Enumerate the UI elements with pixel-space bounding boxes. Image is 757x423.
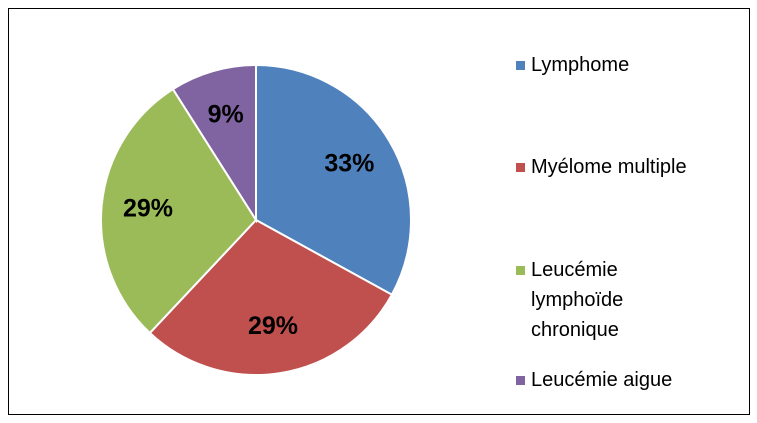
legend-entry: Leucémie aigue <box>516 365 706 395</box>
legend-entry: Lymphome <box>516 50 706 80</box>
legend-swatch <box>516 163 525 172</box>
legend-label: Leucémie aigue <box>531 369 673 391</box>
legend-swatch <box>516 61 525 70</box>
data-label: 29% <box>248 312 298 340</box>
chart-frame <box>8 8 750 415</box>
data-label: 33% <box>324 149 374 177</box>
data-label: 9% <box>208 100 244 128</box>
legend-entry: Myélome multiple <box>516 152 706 182</box>
pie-slice <box>255 63 412 297</box>
legend-label: Leucémie lymphoïde chronique <box>531 259 624 341</box>
data-label: 29% <box>123 194 173 222</box>
legend-swatch <box>516 376 525 385</box>
legend-label: Myélome multiple <box>531 156 687 178</box>
pie-slice <box>148 218 394 376</box>
pie-slice <box>100 87 258 335</box>
pie-slice <box>171 63 257 224</box>
legend-entry: Leucémie lymphoïde chronique <box>516 255 706 345</box>
legend-label: Lymphome <box>531 54 630 76</box>
legend-swatch <box>516 266 525 275</box>
